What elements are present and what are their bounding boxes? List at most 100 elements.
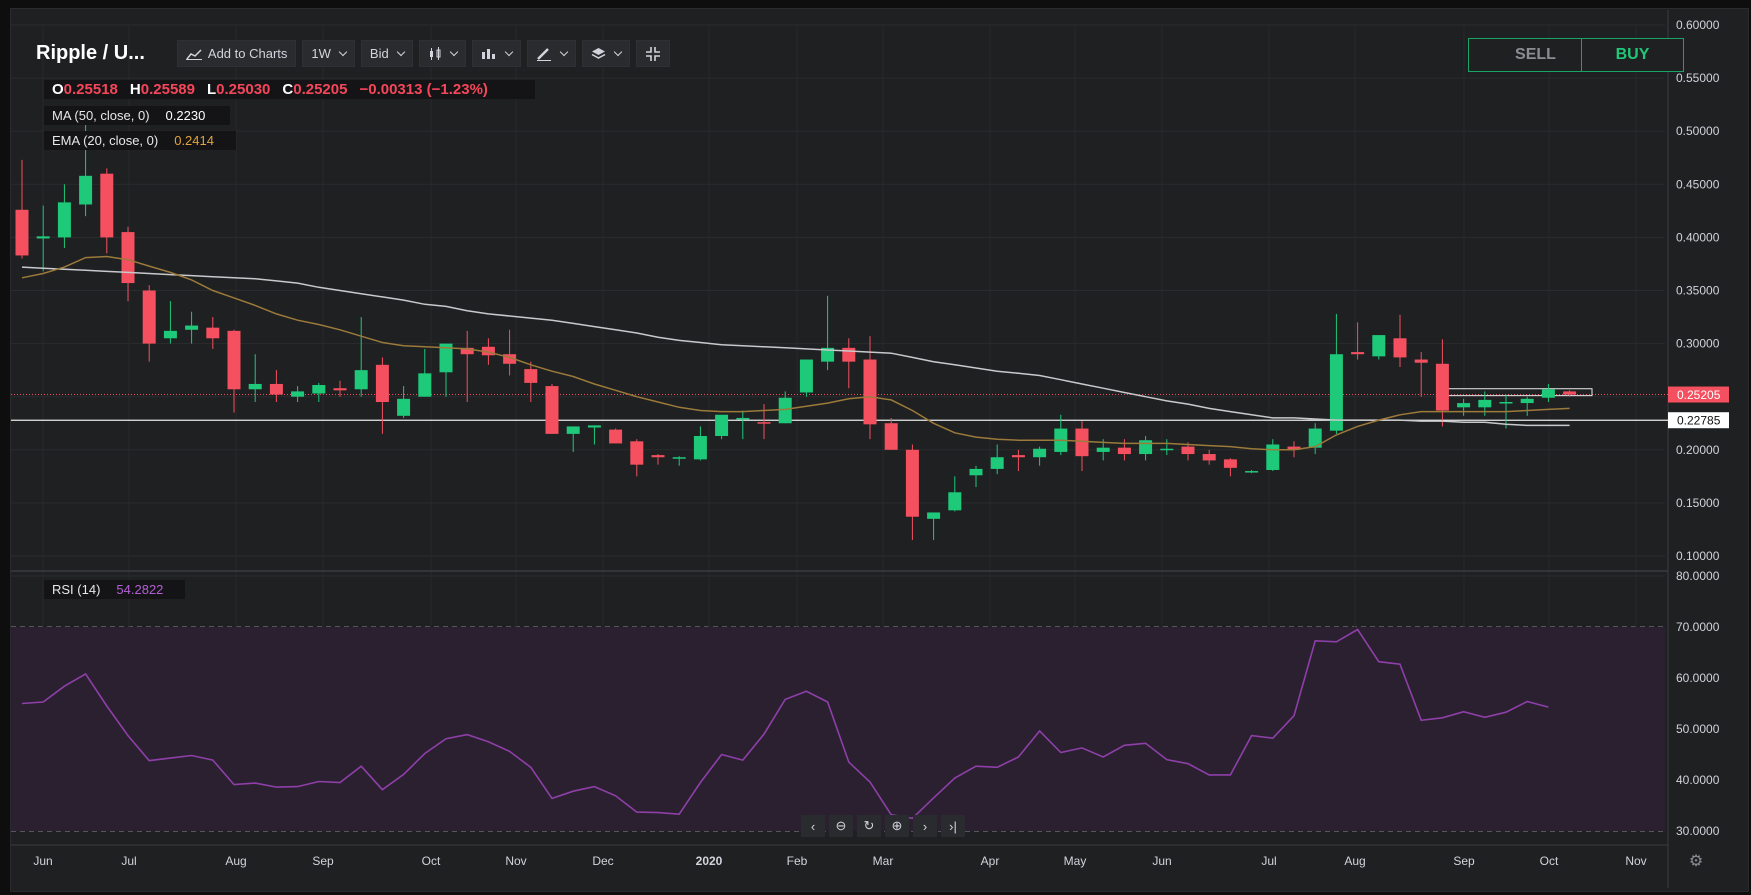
candle-body — [185, 325, 199, 330]
chevron-down-icon — [504, 47, 513, 57]
time-tick-label: Nov — [505, 854, 526, 868]
candle-body — [778, 397, 792, 424]
candle-body — [503, 354, 517, 364]
zoom-in-button[interactable]: ⊕ — [885, 815, 909, 837]
time-tick-label: Aug — [1344, 854, 1365, 868]
rsi-tick-label: 60.0000 — [1676, 671, 1720, 685]
candle-body — [545, 386, 559, 434]
price-tick-label: 0.50000 — [1676, 124, 1720, 138]
time-tick-label: Mar — [873, 854, 894, 868]
ema-legend[interactable]: EMA (20, close, 0) 0.2414 — [44, 131, 236, 150]
layers-button[interactable] — [581, 40, 630, 67]
chevron-down-icon — [396, 47, 405, 57]
candle-body — [693, 435, 707, 460]
chevron-down-icon — [449, 47, 458, 57]
time-tick-label: Dec — [592, 854, 613, 868]
candle-body — [969, 468, 983, 476]
rsi-legend[interactable]: RSI (14) 54.2822 — [44, 580, 185, 599]
rsi-tick-label: 50.0000 — [1676, 722, 1720, 736]
candle-body — [481, 346, 495, 356]
add-to-charts-button[interactable]: Add to Charts — [176, 40, 297, 67]
axes — [11, 10, 1669, 888]
close-label: C — [282, 81, 294, 98]
price-side-select[interactable]: Bid — [360, 40, 413, 67]
candle-body — [757, 422, 771, 424]
fullscreen-button[interactable] — [635, 40, 670, 67]
open-label: O — [52, 81, 64, 98]
indicator-lines — [21, 255, 1570, 451]
zoom-out-button[interactable]: ⊖ — [829, 815, 853, 837]
change-value: −0.00313 (−1.23%) — [359, 81, 488, 98]
candle-body — [863, 359, 877, 425]
candle-body — [672, 457, 686, 459]
candle-body — [1096, 447, 1110, 452]
candle-body — [1117, 447, 1131, 455]
candle-body — [1520, 398, 1534, 404]
candle-body — [206, 327, 220, 339]
candle-body — [1541, 389, 1555, 398]
candle-body — [1266, 444, 1280, 470]
candle-body — [905, 449, 919, 517]
candle-body — [1563, 391, 1577, 395]
ma-label: MA (50, close, 0) — [52, 108, 150, 123]
candles — [15, 119, 1577, 541]
price-tick-label: 0.10000 — [1676, 549, 1720, 563]
interval-value: 1W — [311, 46, 331, 61]
candle-body — [566, 426, 580, 434]
scroll-to-end-button[interactable]: ›| — [941, 815, 965, 837]
candle-body — [884, 423, 898, 450]
price-tick-label: 0.35000 — [1676, 284, 1720, 298]
ohlc-legend: O 0.25518 H 0.25589 L 0.25030 C 0.25205 −0.0… — [44, 80, 535, 99]
candle-body — [1478, 399, 1492, 408]
rsi-tick-label: 30.0000 — [1676, 824, 1720, 838]
zoom-in-icon: ⊕ — [891, 818, 903, 833]
candle-body — [1160, 448, 1174, 451]
symbol-title[interactable]: Ripple / U... — [36, 42, 145, 64]
ma-legend[interactable]: MA (50, close, 0) 0.2230 — [44, 106, 230, 125]
rsi-value: 54.2822 — [116, 582, 164, 597]
low-label: L — [206, 81, 217, 98]
last-price-label: 0.25205 — [1677, 388, 1721, 402]
indicators-button[interactable] — [471, 40, 521, 67]
price-tick-label: 0.45000 — [1676, 177, 1720, 191]
candle-body — [1075, 428, 1089, 457]
pen-icon — [536, 47, 551, 61]
scroll-left-button[interactable]: ‹ — [801, 815, 825, 837]
candle-body — [587, 425, 601, 428]
high-value: 0.25589 — [140, 81, 195, 98]
time-tick-label: Jun — [33, 854, 52, 868]
toolbar: Ripple / U... Add to Charts 1W Bid — [36, 40, 670, 67]
time-tick-label: Feb — [787, 854, 808, 868]
skip-end-icon: ›| — [949, 818, 957, 834]
last-price-tag — [1668, 386, 1729, 403]
buy-button[interactable]: BUY — [1581, 38, 1684, 72]
add-to-charts-label: Add to Charts — [207, 46, 288, 61]
candle-body — [375, 364, 389, 403]
rsi-tick-label: 70.0000 — [1676, 620, 1720, 634]
candle-body — [36, 236, 50, 239]
price-tick-label: 0.15000 — [1676, 496, 1720, 510]
line-price-label: 0.22785 — [1677, 414, 1721, 428]
candle-body — [651, 455, 665, 458]
ma50-line — [21, 266, 1570, 427]
candle-body — [1393, 338, 1407, 358]
candle-body — [354, 370, 368, 390]
sell-button[interactable]: SELL — [1468, 38, 1603, 72]
reset-button[interactable]: ↻ — [857, 815, 881, 837]
drawing-tools-button[interactable] — [526, 40, 576, 67]
high-label: H — [129, 81, 141, 98]
chart-type-button[interactable] — [418, 40, 466, 67]
candle-body — [333, 388, 347, 391]
candle-body — [736, 417, 750, 420]
time-tick-label: Sep — [1453, 854, 1475, 868]
interval-select[interactable]: 1W — [302, 40, 355, 67]
ema-label: EMA (20, close, 0) — [52, 133, 159, 148]
time-tick-label: Oct — [422, 854, 441, 868]
candle-body — [291, 391, 305, 397]
rsi-band-fill — [11, 627, 1665, 831]
candle-body — [1287, 446, 1301, 450]
ema20-line — [21, 255, 1570, 451]
candle-body — [100, 173, 114, 238]
scroll-right-button[interactable]: › — [913, 815, 937, 837]
